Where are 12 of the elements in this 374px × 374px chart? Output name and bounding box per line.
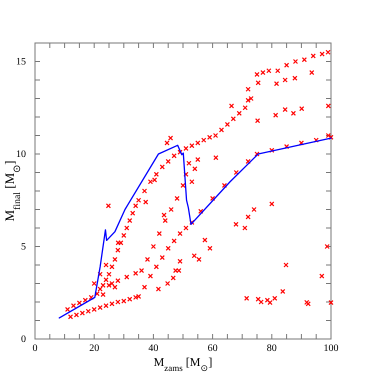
x-tick-label: 0	[32, 343, 38, 354]
x-tick-label: 80	[266, 343, 277, 354]
y-tick-label: 15	[16, 56, 26, 68]
y-tick-label: 5	[21, 242, 26, 253]
x-tick-label: 100	[324, 343, 338, 354]
y-tick-label: 10	[16, 149, 26, 160]
x-tick-label: 60	[208, 343, 218, 354]
line-series	[58, 137, 332, 319]
y-tick-label: 0	[21, 334, 26, 346]
x-axis-title: M$_{zams}$ [M$_{⊙}$]	[154, 355, 212, 373]
x-tick-label: 20	[89, 343, 100, 354]
x-tick-label: 40	[148, 343, 158, 354]
